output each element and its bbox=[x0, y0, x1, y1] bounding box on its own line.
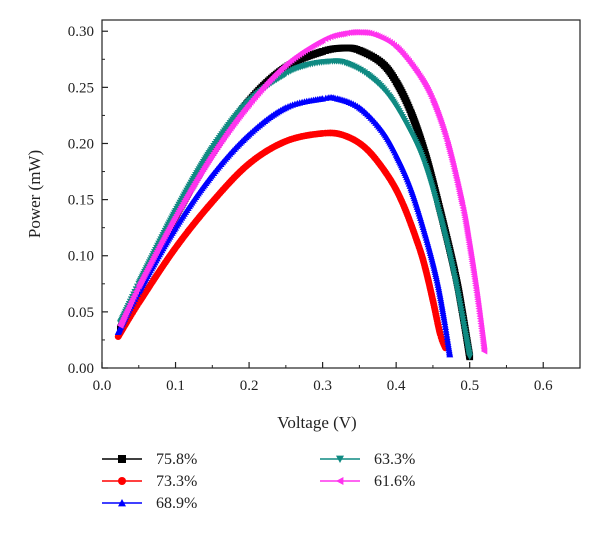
data-point bbox=[441, 318, 449, 326]
legend-item: 68.9% bbox=[102, 495, 197, 512]
x-axis-label: Voltage (V) bbox=[277, 413, 356, 432]
y-tick-label: 0.20 bbox=[68, 136, 94, 152]
legend-marker bbox=[118, 455, 126, 463]
data-point bbox=[442, 328, 450, 336]
legend-marker bbox=[118, 499, 126, 507]
x-tick-label: 0.1 bbox=[166, 378, 185, 394]
legend-marker bbox=[118, 477, 126, 485]
y-tick-label: 0.25 bbox=[68, 80, 94, 96]
legend-marker bbox=[336, 477, 344, 485]
x-tick-label: 0.0 bbox=[93, 378, 112, 394]
data-point bbox=[441, 321, 449, 328]
y-tick-label: 0.05 bbox=[68, 305, 94, 321]
x-tick-label: 0.4 bbox=[387, 378, 406, 394]
x-tick-label: 0.5 bbox=[460, 378, 479, 394]
y-tick-label: 0.15 bbox=[68, 193, 94, 209]
series-line bbox=[119, 31, 486, 352]
series-0 bbox=[116, 44, 474, 361]
legend-label: 68.9% bbox=[156, 495, 197, 512]
x-tick-label: 0.2 bbox=[240, 378, 259, 394]
series-2 bbox=[114, 94, 454, 358]
legend-label: 75.8% bbox=[156, 451, 197, 468]
legend-item: 61.6% bbox=[320, 473, 415, 490]
legend: 75.8% 73.3% 68.9% 63.3% 61.6% bbox=[102, 451, 415, 512]
series-4 bbox=[116, 28, 488, 355]
x-tick-label: 0.3 bbox=[313, 378, 332, 394]
plot-frame bbox=[101, 19, 581, 369]
legend-item: 63.3% bbox=[320, 451, 415, 468]
y-tick-label: 0.00 bbox=[68, 361, 94, 377]
data-point bbox=[446, 351, 454, 358]
legend-marker bbox=[336, 455, 344, 463]
y-axis-label: Power (mW) bbox=[25, 150, 44, 238]
legend-label: 63.3% bbox=[374, 451, 415, 468]
legend-item: 73.3% bbox=[102, 473, 197, 490]
y-tick-label: 0.10 bbox=[68, 249, 94, 265]
data-point bbox=[466, 353, 474, 361]
legend-label: 61.6% bbox=[374, 473, 415, 490]
data-point bbox=[341, 30, 348, 37]
data-point bbox=[443, 331, 451, 338]
x-tick-label: 0.6 bbox=[534, 378, 553, 394]
data-point bbox=[442, 326, 450, 333]
y-tick-label: 0.30 bbox=[68, 24, 94, 40]
legend-label: 73.3% bbox=[156, 473, 197, 490]
legend-item: 75.8% bbox=[102, 451, 197, 468]
axes: 0.0 0.1 0.2 0.3 0.4 0.5 0.6 0.00 0.05 0.10 0.15 0.2… bbox=[68, 19, 581, 394]
plot-area bbox=[114, 28, 488, 361]
data-point bbox=[481, 347, 488, 355]
data-point bbox=[442, 323, 449, 331]
